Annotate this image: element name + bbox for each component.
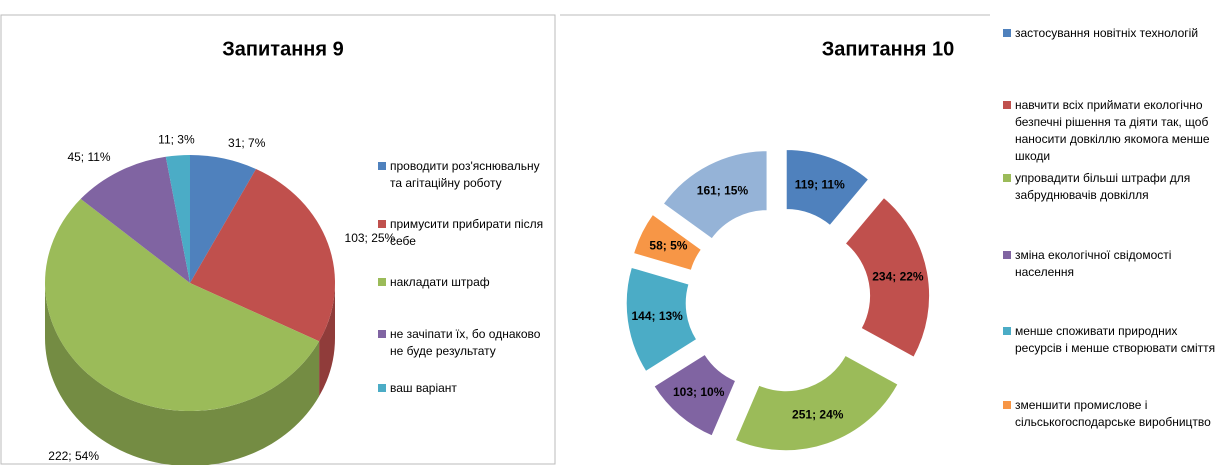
pie-side xyxy=(45,283,320,465)
donut-slice xyxy=(625,266,698,373)
chart-title: Запитання 9 xyxy=(222,38,343,60)
data-label: 251; 24% xyxy=(792,408,844,422)
legend-item: зміна екологічної свідомості населення xyxy=(1003,247,1218,281)
chart-border xyxy=(0,14,556,465)
legend-swatch xyxy=(1003,174,1011,182)
data-label: 222; 54% xyxy=(48,449,99,463)
data-label: 11; 3% xyxy=(158,132,195,146)
legend-item: не зачіпати їх, бо однаково не буде резу… xyxy=(378,326,550,360)
legend-label: зменшити промислове і сільськогосподарсь… xyxy=(1015,398,1211,429)
legend-label: примусити прибирати після себе xyxy=(390,217,544,248)
pie-slice xyxy=(165,155,190,283)
donut-slice xyxy=(734,354,899,452)
legend-item: менше споживати природних ресурсів і мен… xyxy=(1003,323,1218,357)
pie-slice xyxy=(190,155,257,283)
data-label: 103; 25% xyxy=(345,231,396,245)
legend-label: навчити всіх приймати екологічно безпечн… xyxy=(1015,98,1210,163)
legend-item: примусити прибирати після себе xyxy=(378,216,550,250)
donut-slice xyxy=(653,353,737,437)
legend-swatch xyxy=(378,278,386,286)
data-label: 161; 15% xyxy=(697,184,749,198)
legend-swatch xyxy=(1003,101,1011,109)
data-label: 119; 11% xyxy=(795,178,845,192)
legend-label: не зачіпати їх, бо однаково не буде резу… xyxy=(390,327,541,358)
legend-label: застосування новітніх технологій xyxy=(1015,26,1199,40)
data-label: 103; 10% xyxy=(673,385,725,399)
legend-item: упровадити більші штрафи для забруднювач… xyxy=(1003,170,1218,204)
legend-swatch xyxy=(1003,327,1011,335)
legend-label: менше споживати природних ресурсів і мен… xyxy=(1015,324,1216,355)
legend-swatch xyxy=(378,162,386,170)
pie-side xyxy=(319,283,335,397)
legend-label: ваш варіант xyxy=(390,381,457,395)
legend-item: проводити роз'яснювальну та агітаційну р… xyxy=(378,158,550,192)
legend-item: зменшити промислове і сільськогосподарсь… xyxy=(1003,397,1218,431)
legend-item: застосування новітніх технологій xyxy=(1003,25,1218,42)
data-label: 144; 13% xyxy=(631,309,683,323)
pie-slice xyxy=(80,156,190,283)
legend-label: упровадити більші штрафи для забруднювач… xyxy=(1015,171,1191,202)
legend-item: накладати штраф xyxy=(378,274,550,291)
legend-swatch xyxy=(378,220,386,228)
donut-slice xyxy=(632,213,703,271)
legend-swatch xyxy=(1003,251,1011,259)
donut-slice xyxy=(785,148,870,227)
legend-item: навчити всіх приймати екологічно безпечн… xyxy=(1003,97,1218,165)
legend-label: зміна екологічної свідомості населення xyxy=(1015,248,1172,279)
chart-title: Запитання 10 xyxy=(822,38,955,60)
donut-slice xyxy=(662,150,768,240)
legend-item: ваш варіант xyxy=(378,380,550,397)
data-label: 45; 11% xyxy=(67,150,110,164)
donut-slice xyxy=(844,196,931,358)
legend-swatch xyxy=(1003,401,1011,409)
data-label: 234; 22% xyxy=(872,270,924,284)
legend-swatch xyxy=(378,330,386,338)
pie-slice xyxy=(44,198,320,411)
pie-slice xyxy=(190,169,335,342)
legend-label: проводити роз'яснювальну та агітаційну р… xyxy=(390,159,540,190)
data-label: 58; 5% xyxy=(649,239,687,253)
legend-label: накладати штраф xyxy=(390,275,490,289)
data-label: 31; 7% xyxy=(228,136,266,150)
legend-swatch xyxy=(378,384,386,392)
legend-swatch xyxy=(1003,29,1011,37)
